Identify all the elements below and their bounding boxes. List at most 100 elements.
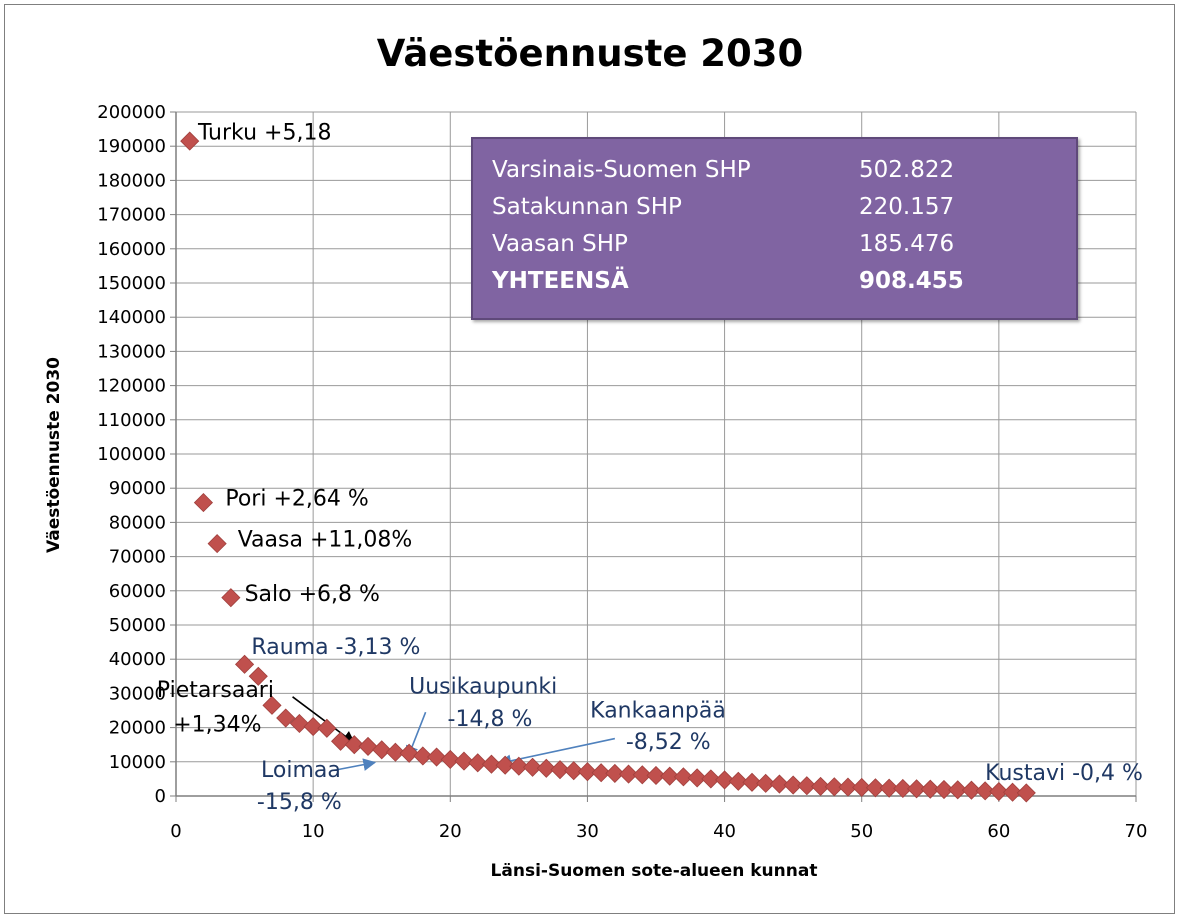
data-point (824, 777, 844, 797)
data-point (550, 760, 570, 780)
data-point (262, 695, 282, 715)
data-point (372, 740, 392, 760)
data-point (180, 131, 200, 151)
annotation-label: Kankaanpää (590, 698, 726, 723)
data-point (303, 717, 323, 737)
annotation-label: +1,34% (173, 713, 261, 738)
x-tick-label: 0 (170, 821, 181, 842)
y-tick-label: 110000 (97, 410, 166, 431)
y-tick-label: 120000 (97, 376, 166, 397)
data-point (317, 718, 337, 738)
chart-title: Väestöennuste 2030 (377, 32, 804, 75)
data-point (852, 777, 872, 798)
data-point (783, 775, 803, 795)
y-tick-label: 170000 (97, 205, 166, 226)
data-point (399, 743, 419, 763)
data-point (1016, 783, 1036, 803)
data-point (619, 764, 639, 784)
data-point (934, 779, 954, 800)
data-point (893, 778, 913, 799)
annotation-label: Rauma -3,13 % (251, 635, 420, 660)
data-point (564, 761, 584, 781)
y-tick-label: 160000 (97, 239, 166, 260)
region-name: Varsinais-Suomen SHP (492, 157, 751, 183)
y-tick-label: 50000 (109, 615, 166, 636)
data-point (701, 769, 721, 789)
data-point (481, 754, 501, 774)
y-tick-label: 0 (155, 786, 166, 807)
annotation-label: -14,8 % (448, 707, 533, 732)
y-tick-label: 150000 (97, 273, 166, 294)
data-point (865, 778, 885, 798)
data-point (838, 777, 858, 797)
data-point (673, 767, 693, 787)
y-tick-label: 80000 (109, 512, 166, 533)
y-tick-label: 100000 (97, 444, 166, 465)
data-point (427, 747, 447, 767)
data-point (331, 731, 351, 751)
data-point (660, 766, 680, 786)
annotation-label: Kustavi -0,4 % (985, 761, 1143, 786)
data-point (536, 758, 556, 778)
region-value: 220.157 (859, 194, 955, 220)
data-point (989, 781, 1009, 802)
data-point (509, 756, 529, 776)
data-point (193, 492, 213, 513)
region-name: Vaasan SHP (492, 231, 628, 257)
y-tick-label: 200000 (97, 102, 166, 123)
region-summary-box: Varsinais-Suomen SHP 502.822 Satakunnan … (471, 137, 1078, 320)
data-point (413, 746, 433, 766)
x-tick-label: 10 (302, 821, 325, 842)
data-point (235, 654, 255, 674)
x-tick-label: 40 (713, 821, 736, 842)
data-point (605, 763, 625, 783)
data-point (797, 776, 817, 796)
y-tick-label: 60000 (109, 581, 166, 602)
data-point (907, 779, 927, 799)
x-tick-label: 50 (850, 821, 873, 842)
data-point (577, 762, 597, 782)
data-point (811, 776, 831, 796)
total-value: 908.455 (859, 268, 964, 294)
data-points (180, 131, 1036, 803)
data-point (742, 772, 762, 792)
data-point (687, 768, 707, 788)
data-point (920, 779, 940, 799)
data-point (769, 774, 789, 794)
x-tick-label: 70 (1125, 821, 1148, 842)
x-axis-label: Länsi-Suomen sote-alueen kunnat (491, 861, 818, 881)
x-tick-labels: 0 10 20 30 40 50 60 70 (170, 821, 1147, 842)
data-point (632, 765, 652, 785)
data-point (289, 713, 309, 734)
axes (170, 111, 1137, 802)
data-point (948, 780, 968, 800)
annotation-label: Pietarsaari (157, 678, 274, 703)
data-point (440, 749, 460, 769)
y-tick-label: 40000 (109, 649, 166, 670)
y-tick-label: 180000 (97, 170, 166, 191)
data-point (248, 666, 268, 686)
y-tick-label: 90000 (109, 478, 166, 499)
region-value: 502.822 (859, 157, 955, 183)
loimaa-arrow (333, 758, 377, 772)
annotation-label: Pori +2,64 % (225, 486, 368, 511)
region-value: 185.476 (859, 231, 955, 257)
annotation-label: Loimaa (261, 758, 341, 783)
data-point (207, 534, 227, 554)
data-point (221, 588, 241, 608)
annotation-label: -8,52 % (626, 730, 711, 755)
data-point (728, 771, 748, 791)
y-axis-label: Väestöennuste 2030 (44, 357, 64, 553)
data-point (495, 755, 515, 775)
data-point (975, 781, 995, 801)
data-point (468, 753, 488, 773)
y-tick-label: 140000 (97, 307, 166, 328)
total-label: YHTEENSÄ (492, 268, 629, 294)
data-point (961, 780, 981, 800)
data-point (344, 735, 364, 755)
data-point (715, 770, 735, 790)
data-point (358, 736, 378, 756)
y-tick-labels: 0 10000 20000 30000 40000 50000 60000 70000 8000… (97, 102, 166, 807)
data-point (523, 757, 543, 777)
x-tick-label: 30 (576, 821, 599, 842)
